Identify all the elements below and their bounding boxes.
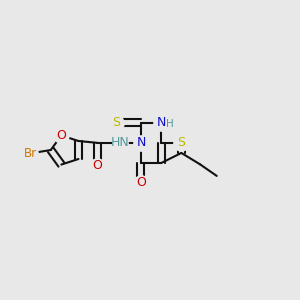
Text: HN: HN xyxy=(111,136,130,149)
Text: O: O xyxy=(92,159,102,172)
Text: S: S xyxy=(112,116,120,129)
Text: O: O xyxy=(56,129,66,142)
Text: N: N xyxy=(136,136,146,149)
Text: H: H xyxy=(166,119,173,129)
Text: N: N xyxy=(157,116,166,129)
Text: O: O xyxy=(136,176,146,189)
Text: S: S xyxy=(177,136,185,149)
Text: Br: Br xyxy=(23,147,37,160)
